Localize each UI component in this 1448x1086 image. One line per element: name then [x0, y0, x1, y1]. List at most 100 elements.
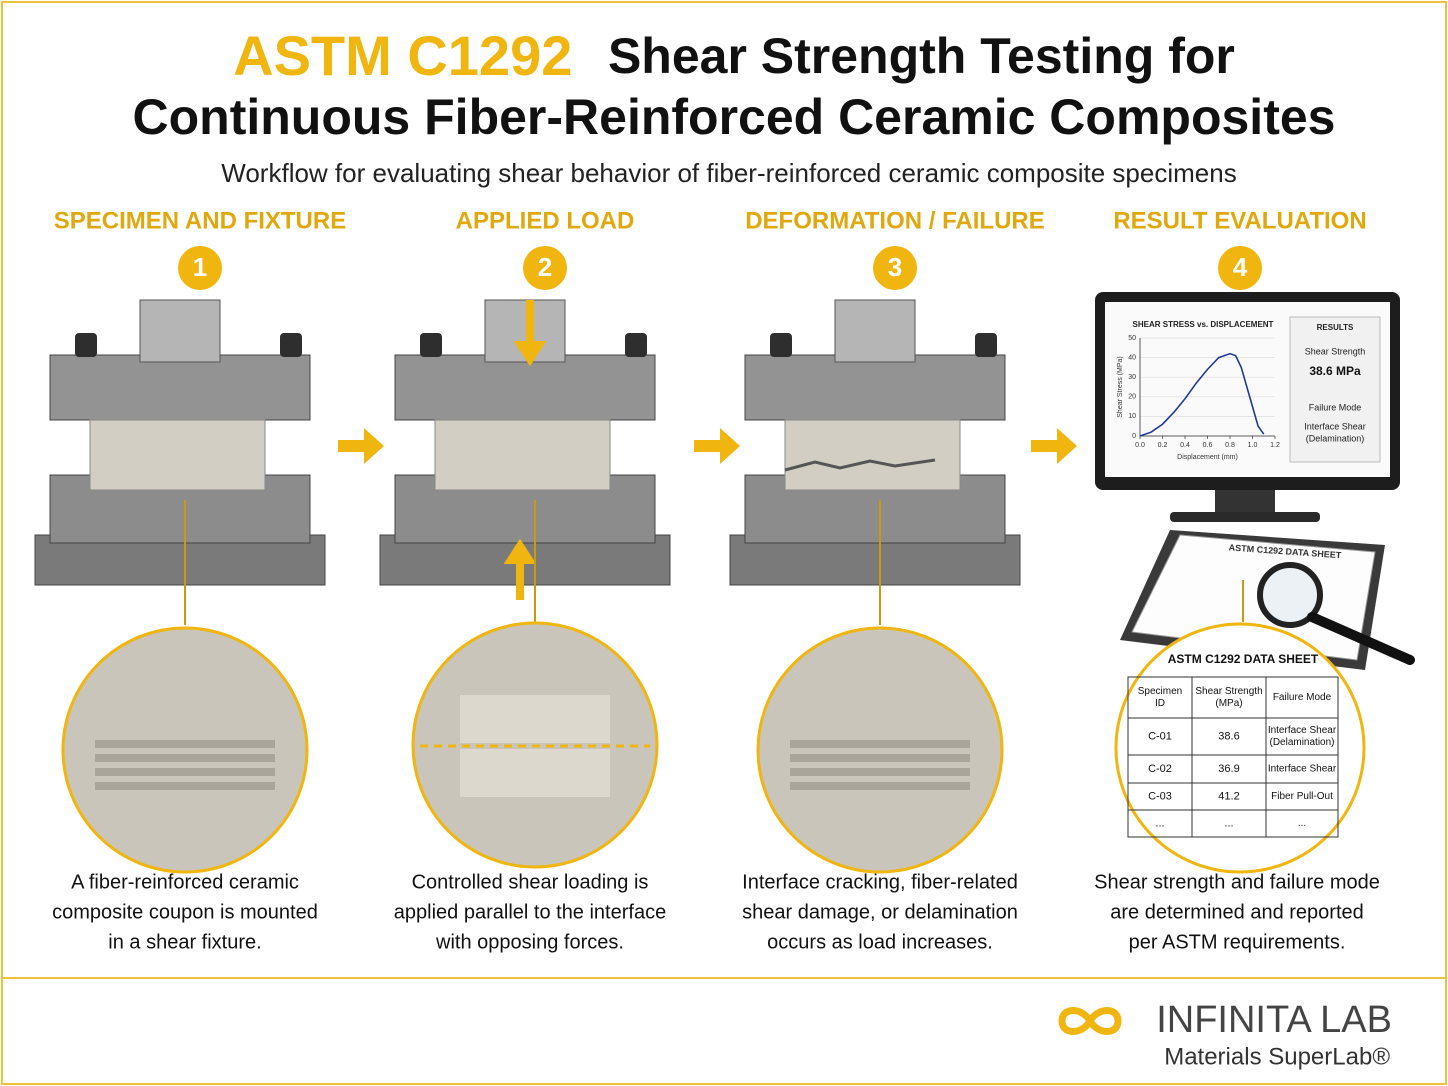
step-caption: composite coupon is mounted: [52, 901, 318, 923]
step-caption: Interface cracking, fiber-related: [742, 871, 1018, 893]
step-caption: applied parallel to the interface: [394, 901, 666, 923]
bolt: [75, 333, 97, 357]
table-cell: ...: [1298, 818, 1306, 829]
x-tick-label: 0.4: [1180, 442, 1190, 449]
step-badge: [178, 246, 222, 290]
step-heading: APPLIED LOAD: [456, 207, 635, 234]
fiber-layer: [790, 754, 970, 762]
load-arrow-up: [503, 538, 537, 600]
tagline: Materials SuperLab®: [1164, 1043, 1390, 1070]
zoom-specimen-top: [460, 695, 610, 743]
upper-block: [49, 354, 311, 421]
step-number: 3: [888, 252, 902, 282]
table-cell: 41.2: [1218, 790, 1239, 802]
y-tick-label: 50: [1128, 335, 1136, 342]
results-panel: [1289, 316, 1381, 463]
y-tick-label: 10: [1128, 413, 1136, 420]
zoom-circle: [61, 626, 309, 874]
table-cell: 36.9: [1218, 763, 1239, 775]
fiber-layer: [790, 768, 970, 776]
y-tick-label: 0: [1132, 433, 1136, 440]
table-header: ID: [1155, 698, 1165, 709]
flow-arrow: [694, 428, 740, 464]
specimen: [784, 419, 961, 491]
step-caption: Shear strength and failure mode: [1094, 871, 1380, 893]
step-badge: [1218, 246, 1262, 290]
fiber-layer: [95, 782, 275, 790]
y-axis-label: Shear Stress (MPa): [1117, 356, 1124, 417]
strength-value: 38.6 MPa: [1309, 364, 1361, 378]
table-cell: ...: [1224, 817, 1233, 829]
title-rest: Shear Strength Testing for: [608, 28, 1235, 84]
magnifier-lens: [1257, 562, 1323, 628]
table-cell: Interface Shear: [1268, 725, 1337, 736]
y-tick-label: 20: [1128, 394, 1136, 401]
title: ASTM C1292 Shear Strength Testing for: [233, 24, 1235, 87]
logo-text: INFINITA LAB: [1156, 999, 1392, 1041]
x-tick-label: 0.0: [1135, 442, 1145, 449]
y-tick-label: 40: [1128, 354, 1136, 361]
fixture: [34, 299, 326, 586]
title-highlight: ASTM C1292: [233, 24, 572, 87]
specimen: [89, 419, 266, 491]
table-cell: C-03: [1148, 790, 1172, 802]
flow-arrow: [1031, 428, 1077, 464]
y-tick-label: 30: [1128, 374, 1136, 381]
step-heading: SPECIMEN AND FIXTURE: [54, 207, 346, 234]
chart-title: SHEAR STRESS vs. DISPLACEMENT: [1133, 320, 1274, 329]
bolt: [625, 333, 647, 357]
step-number: 1: [193, 252, 207, 282]
table-header: Specimen: [1138, 686, 1182, 697]
table-cell: C-02: [1148, 763, 1172, 775]
x-tick-label: 0.2: [1158, 442, 1168, 449]
flow-arrow: [338, 428, 384, 464]
mode-value: (Delamination): [1306, 433, 1365, 443]
logo: INFINITA LAB Materials SuperLab®: [1058, 999, 1392, 1070]
magnifier-handle: [1307, 612, 1415, 665]
table-header: (MPa): [1215, 698, 1242, 709]
bolt: [420, 333, 442, 357]
mode-value: Interface Shear: [1304, 421, 1366, 431]
bolt: [975, 333, 997, 357]
step-badge: [873, 246, 917, 290]
x-tick-label: 0.8: [1225, 442, 1235, 449]
table-cell: Fiber Pull-Out: [1271, 791, 1333, 802]
step-number: 2: [538, 252, 552, 282]
fiber-layer: [790, 740, 970, 748]
monitor-foot: [1170, 512, 1320, 522]
monitor-stand: [1215, 490, 1275, 515]
table-cell: (Delamination): [1269, 737, 1334, 748]
step-caption: are determined and reported: [1110, 901, 1364, 923]
step-caption: shear damage, or delamination: [742, 901, 1018, 923]
results-title: RESULTS: [1317, 323, 1354, 332]
table-header: Failure Mode: [1273, 692, 1332, 703]
zoom-specimen-bottom: [460, 749, 610, 797]
table-cell: ...: [1155, 817, 1164, 829]
upper-block: [744, 354, 1006, 421]
table-frame: [1127, 676, 1339, 838]
step-caption: per ASTM requirements.: [1129, 931, 1346, 953]
ram: [139, 299, 221, 363]
step-caption: Controlled shear loading is: [412, 871, 649, 893]
table-cell: C-01: [1148, 730, 1172, 742]
load-arrow-down: [513, 300, 547, 367]
strength-label: Shear Strength: [1305, 346, 1366, 356]
fiber-layer: [95, 768, 275, 776]
crack: [784, 458, 936, 472]
x-tick-label: 1.2: [1270, 442, 1280, 449]
step-caption: occurs as load increases.: [767, 931, 993, 953]
table-cell: 38.6: [1218, 730, 1239, 742]
mode-label: Failure Mode: [1309, 402, 1362, 412]
data-sheet: [1131, 534, 1376, 661]
step-caption: A fiber-reinforced ceramic: [71, 871, 299, 893]
fiber-layer: [95, 740, 275, 748]
step-heading: RESULT EVALUATION: [1113, 207, 1366, 234]
step-number: 4: [1233, 252, 1248, 282]
fixture: [379, 299, 671, 600]
step-caption: with opposing forces.: [435, 931, 624, 953]
step-badge: [523, 246, 567, 290]
table-title: ASTM C1292 DATA SHEET: [1168, 652, 1319, 666]
zoom-circle: [756, 626, 1004, 874]
fiber-layer: [790, 782, 970, 790]
